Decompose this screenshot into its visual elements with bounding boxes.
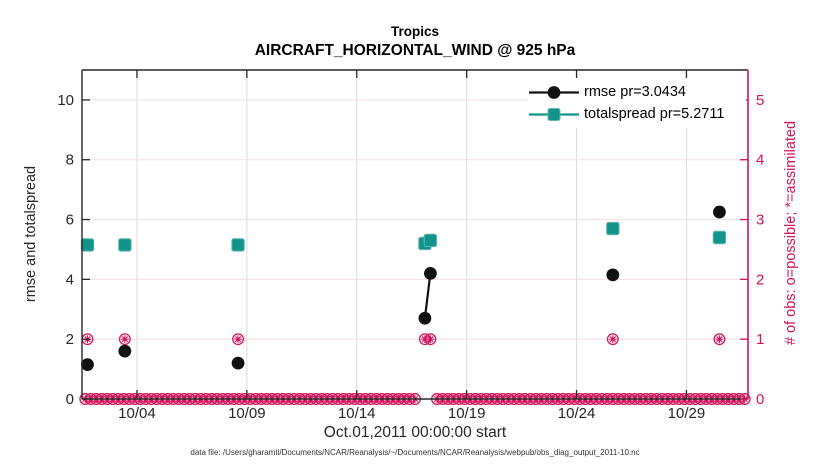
x-axis-label: Oct.01,2011 00:00:00 start [323, 424, 507, 441]
rmse-point [606, 268, 620, 282]
y-tick-label-right: 0 [756, 391, 764, 408]
rmse-point [231, 356, 245, 370]
obs-marker-spoke [716, 336, 723, 343]
y-tick-label-left: 8 [66, 152, 74, 169]
totalspread-point [118, 238, 132, 252]
y-axis-label-left: rmse and totalspread [23, 165, 39, 303]
x-tick-label: 10/09 [228, 405, 266, 422]
x-tick-label: 10/19 [448, 405, 486, 422]
rmse-point [713, 205, 726, 219]
obs-marker [424, 333, 437, 346]
rmse-point [418, 311, 432, 325]
obs-marker-spoke [234, 336, 242, 343]
legend-entry-totalspread: totalspread pr=5.2711 [528, 103, 746, 125]
y-axis-label-right: # of obs: o=possible; *=assimilated [783, 120, 799, 346]
totalspread-point [80, 238, 95, 252]
obs-marker-spoke [427, 336, 434, 343]
legend: rmse pr=3.0434 totalspread pr=5.2711 [528, 78, 746, 128]
obs-marker [118, 333, 131, 346]
y-tick-label-left: 0 [66, 391, 74, 408]
totalspread-point [606, 221, 620, 236]
chart-subtitle: AIRCRAFT_HORIZONTAL_WIND @ 925 hPa [254, 42, 576, 59]
obs-marker [713, 333, 726, 346]
y-tick-label-right: 1 [756, 331, 764, 348]
obs-marker-spoke [121, 336, 129, 343]
x-tick-label: 10/04 [118, 405, 156, 422]
totalspread-point [712, 230, 727, 245]
y-tick-label-right: 4 [756, 152, 764, 169]
y-tick-label-right: 5 [756, 92, 764, 109]
obs-marker [606, 333, 619, 346]
y-tick-label-left: 10 [57, 92, 74, 109]
y-tick-label-right: 3 [756, 212, 764, 229]
x-tick-label: 10/29 [668, 405, 706, 422]
y-tick-label-left: 6 [66, 212, 74, 229]
x-tick-label: 10/24 [558, 405, 596, 422]
footer-datafile: data file: /Users/gharamti/Documents/NCA… [190, 448, 640, 457]
rmse-point [423, 266, 437, 280]
obs-marker-spoke [609, 336, 616, 343]
y-tick-label-left: 2 [66, 331, 74, 348]
chart-title: Tropics [390, 24, 439, 39]
legend-label-rmse: rmse pr=3.0434 [584, 84, 686, 100]
legend-entry-rmse: rmse pr=3.0434 [528, 81, 746, 103]
obs-marker [232, 333, 245, 346]
series-segment [423, 273, 432, 319]
y-tick-label-right: 2 [756, 271, 764, 288]
rmse-point [118, 344, 132, 358]
totalspread-point [231, 238, 245, 252]
totalspread-point [423, 233, 438, 248]
rmse-legend-marker-icon [529, 85, 579, 99]
y-tick-label-left: 4 [66, 271, 74, 288]
totalspread-legend-marker-icon [529, 107, 579, 121]
rmse-point [81, 358, 94, 372]
x-tick-label: 10/14 [338, 405, 376, 422]
legend-label-totalspread: totalspread pr=5.2711 [584, 106, 725, 122]
